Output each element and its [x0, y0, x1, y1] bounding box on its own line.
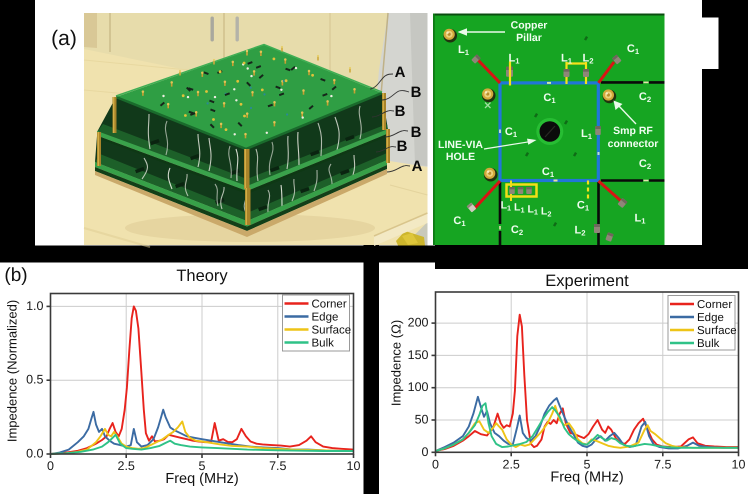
svg-text:L2: L2 [582, 53, 593, 66]
svg-text:Copper: Copper [511, 20, 548, 32]
svg-text:A: A [395, 64, 406, 81]
svg-text:L1: L1 [634, 213, 646, 226]
svg-text:L1: L1 [508, 53, 520, 66]
svg-text:C1: C1 [627, 43, 640, 56]
svg-text:5: 5 [584, 457, 591, 471]
svg-text:7.5: 7.5 [654, 457, 671, 471]
svg-text:0.0: 0.0 [26, 447, 43, 461]
svg-text:B: B [411, 124, 422, 141]
svg-text:(a): (a) [51, 27, 77, 50]
svg-text:100: 100 [408, 380, 429, 394]
svg-text:50: 50 [415, 413, 429, 427]
svg-text:Corner: Corner [312, 299, 347, 311]
svg-text:B: B [395, 103, 406, 120]
svg-text:C1: C1 [505, 126, 518, 139]
svg-text:Impedence (Normalized): Impedence (Normalized) [5, 300, 20, 442]
svg-text:C2: C2 [511, 224, 523, 237]
svg-text:7.5: 7.5 [269, 459, 286, 473]
svg-text:Impedence (Ω): Impedence (Ω) [389, 320, 404, 406]
svg-text:L1: L1 [561, 53, 573, 66]
svg-text:0: 0 [47, 459, 54, 473]
svg-text:C1: C1 [542, 166, 555, 179]
svg-text:10: 10 [347, 459, 361, 473]
svg-text:Freq (MHz): Freq (MHz) [165, 471, 238, 487]
svg-text:Edge: Edge [312, 312, 339, 324]
svg-text:L2: L2 [574, 225, 585, 238]
svg-text:0.5: 0.5 [26, 373, 43, 387]
svg-text:L1: L1 [458, 44, 470, 57]
svg-text:Bulk: Bulk [697, 338, 720, 350]
svg-text:C1: C1 [453, 215, 466, 228]
svg-text:Edge: Edge [697, 312, 724, 324]
svg-text:HOLE: HOLE [446, 151, 475, 163]
svg-text:Smp RF: Smp RF [613, 125, 653, 137]
svg-text:C2: C2 [639, 91, 651, 104]
svg-text:2.5: 2.5 [118, 459, 135, 473]
svg-text:(b): (b) [4, 265, 27, 286]
svg-text:B: B [397, 138, 408, 155]
svg-text:150: 150 [408, 348, 429, 362]
svg-text:L1: L1 [581, 128, 593, 141]
svg-text:Surface: Surface [697, 325, 737, 337]
svg-text:Pillar: Pillar [516, 32, 542, 44]
svg-text:C1: C1 [543, 92, 556, 105]
svg-text:1.0: 1.0 [26, 299, 43, 313]
svg-text:0: 0 [422, 445, 429, 459]
svg-text:0: 0 [432, 457, 439, 471]
svg-text:Freq (MHz): Freq (MHz) [550, 469, 623, 485]
svg-text:Theory: Theory [176, 267, 228, 285]
svg-text:Experiment: Experiment [545, 272, 629, 290]
svg-text:200: 200 [408, 316, 429, 330]
svg-text:B: B [411, 84, 422, 101]
svg-text:A: A [412, 158, 423, 175]
svg-text:connector: connector [608, 138, 659, 150]
svg-text:Surface: Surface [312, 325, 352, 337]
svg-text:Bulk: Bulk [312, 338, 335, 350]
svg-text:Corner: Corner [697, 299, 732, 311]
svg-text:C2: C2 [639, 158, 651, 171]
svg-text:10: 10 [732, 457, 746, 471]
svg-text:LINE-VIA: LINE-VIA [438, 139, 483, 151]
svg-text:C1: C1 [577, 200, 590, 213]
svg-text:2.5: 2.5 [503, 457, 520, 471]
svg-text:5: 5 [199, 459, 206, 473]
